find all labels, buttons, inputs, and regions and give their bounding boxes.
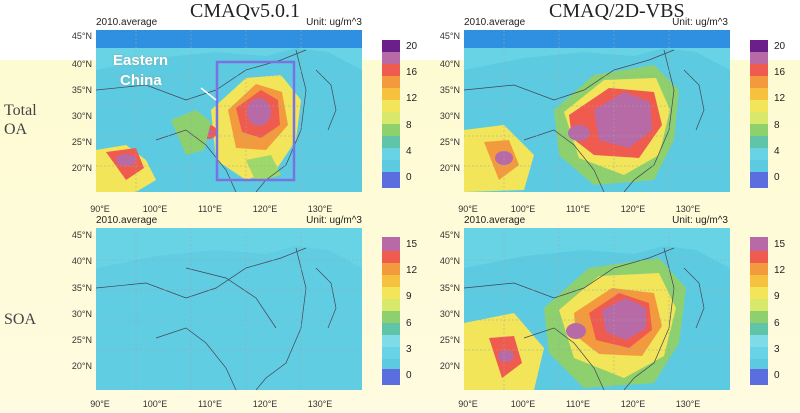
lat-label: 25°N bbox=[439, 137, 460, 147]
eastern-china-box bbox=[215, 60, 296, 182]
colorbar-tick: 0 bbox=[774, 172, 780, 183]
colorbar-tick: 20 bbox=[406, 41, 418, 52]
lon-label: 90°E bbox=[458, 399, 478, 409]
lat-label: 35°N bbox=[71, 283, 92, 293]
colorbar-tick: 15 bbox=[774, 239, 786, 250]
row-label-oa: OA bbox=[4, 121, 28, 138]
map-vbs-oa bbox=[464, 30, 730, 192]
column-title-cmaqv5: CMAQv5.0.1 bbox=[190, 0, 301, 22]
lat-label: 30°N bbox=[71, 309, 92, 319]
map-unit: Unit: ug/m^3 bbox=[306, 215, 362, 226]
colorbar-tick: 12 bbox=[406, 265, 418, 276]
lon-label: 130°E bbox=[307, 204, 333, 214]
map-vbs-soa bbox=[464, 228, 730, 390]
map-image bbox=[464, 228, 730, 390]
map-title: 2010.average bbox=[96, 17, 158, 28]
lon-label: 110°E bbox=[566, 204, 590, 214]
lat-label: 45°N bbox=[71, 230, 92, 240]
map-image bbox=[96, 228, 362, 390]
colorbar-tick: 3 bbox=[406, 344, 412, 355]
lon-label: 90°E bbox=[90, 204, 110, 214]
colorbar-tick: 0 bbox=[406, 172, 412, 183]
lat-label: 30°N bbox=[71, 111, 92, 121]
colorbar-tick: 16 bbox=[774, 67, 786, 78]
lon-label: 100°E bbox=[510, 204, 536, 214]
lon-label: 130°E bbox=[307, 399, 333, 409]
lat-label: 40°N bbox=[439, 59, 460, 69]
lon-label: 120°E bbox=[252, 399, 278, 409]
lat-label: 45°N bbox=[71, 31, 92, 41]
lon-label: 90°E bbox=[458, 204, 478, 214]
lon-label: 130°E bbox=[675, 399, 701, 409]
colorbar-tick: 4 bbox=[774, 146, 780, 157]
column-title-cmaq-2d-vbs: CMAQ/2D-VBS bbox=[549, 0, 685, 22]
map-cmaqv5-oa bbox=[96, 30, 362, 192]
colorbar-swatches bbox=[382, 40, 400, 188]
colorbar-tick: 12 bbox=[774, 93, 786, 104]
map-unit: Unit: ug/m^3 bbox=[672, 17, 728, 28]
lon-label: 100°E bbox=[142, 204, 168, 214]
colorbar-tick: 0 bbox=[774, 370, 780, 381]
lat-label: 40°N bbox=[71, 256, 92, 266]
colorbar-swatches bbox=[750, 237, 768, 385]
lat-label: 20°N bbox=[439, 361, 460, 371]
lat-label: 25°N bbox=[71, 335, 92, 345]
colorbar-tick: 16 bbox=[406, 67, 418, 78]
map-image bbox=[96, 30, 362, 192]
lat-label: 20°N bbox=[71, 361, 92, 371]
colorbar-tick: 4 bbox=[406, 146, 412, 157]
lat-label: 35°N bbox=[439, 85, 460, 95]
lat-label: 45°N bbox=[439, 230, 460, 240]
map-title: 2010.average bbox=[96, 215, 158, 226]
colorbar-swatches bbox=[750, 40, 768, 188]
lat-label: 45°N bbox=[439, 31, 460, 41]
annotation-china: China bbox=[120, 72, 162, 89]
map-cmaqv5-soa bbox=[96, 228, 362, 390]
row-label-total-oa: Total OA bbox=[4, 101, 37, 139]
lat-label: 30°N bbox=[439, 309, 460, 319]
annotation-eastern: Eastern bbox=[113, 52, 169, 69]
lat-label: 25°N bbox=[71, 137, 92, 147]
colorbar-swatches bbox=[382, 237, 400, 385]
lat-label: 20°N bbox=[439, 163, 460, 173]
colorbar-tick: 20 bbox=[774, 41, 786, 52]
lat-label: 30°N bbox=[439, 111, 460, 121]
lat-label: 35°N bbox=[71, 85, 92, 95]
lat-label: 40°N bbox=[71, 59, 92, 69]
map-image bbox=[464, 30, 730, 192]
map-unit: Unit: ug/m^3 bbox=[672, 215, 728, 226]
lon-label: 120°E bbox=[252, 204, 278, 214]
row-label-total: Total bbox=[4, 102, 37, 119]
lat-label: 25°N bbox=[439, 335, 460, 345]
lon-label: 110°E bbox=[198, 399, 222, 409]
colorbar-tick: 3 bbox=[774, 344, 780, 355]
colorbar-tick: 6 bbox=[406, 318, 412, 329]
row-label-soa: SOA bbox=[4, 311, 37, 328]
lon-label: 130°E bbox=[675, 204, 701, 214]
colorbar-tick: 9 bbox=[774, 291, 780, 302]
colorbar-tick: 15 bbox=[406, 239, 418, 250]
lat-label: 35°N bbox=[439, 283, 460, 293]
lon-label: 110°E bbox=[566, 399, 590, 409]
lon-label: 90°E bbox=[90, 399, 110, 409]
lon-label: 120°E bbox=[620, 204, 646, 214]
lon-label: 100°E bbox=[142, 399, 168, 409]
map-title: 2010.average bbox=[464, 215, 526, 226]
lat-label: 20°N bbox=[71, 163, 92, 173]
lon-label: 120°E bbox=[620, 399, 646, 409]
colorbar-tick: 12 bbox=[406, 93, 418, 104]
lon-label: 110°E bbox=[198, 204, 222, 214]
map-unit: Unit: ug/m^3 bbox=[306, 17, 362, 28]
lat-label: 40°N bbox=[439, 256, 460, 266]
colorbar-tick: 8 bbox=[774, 120, 780, 131]
colorbar-tick: 12 bbox=[774, 265, 786, 276]
colorbar-tick: 8 bbox=[406, 120, 412, 131]
colorbar-tick: 9 bbox=[406, 291, 412, 302]
lon-label: 100°E bbox=[510, 399, 536, 409]
map-title: 2010.average bbox=[464, 17, 526, 28]
colorbar-tick: 6 bbox=[774, 318, 780, 329]
colorbar-tick: 0 bbox=[406, 370, 412, 381]
